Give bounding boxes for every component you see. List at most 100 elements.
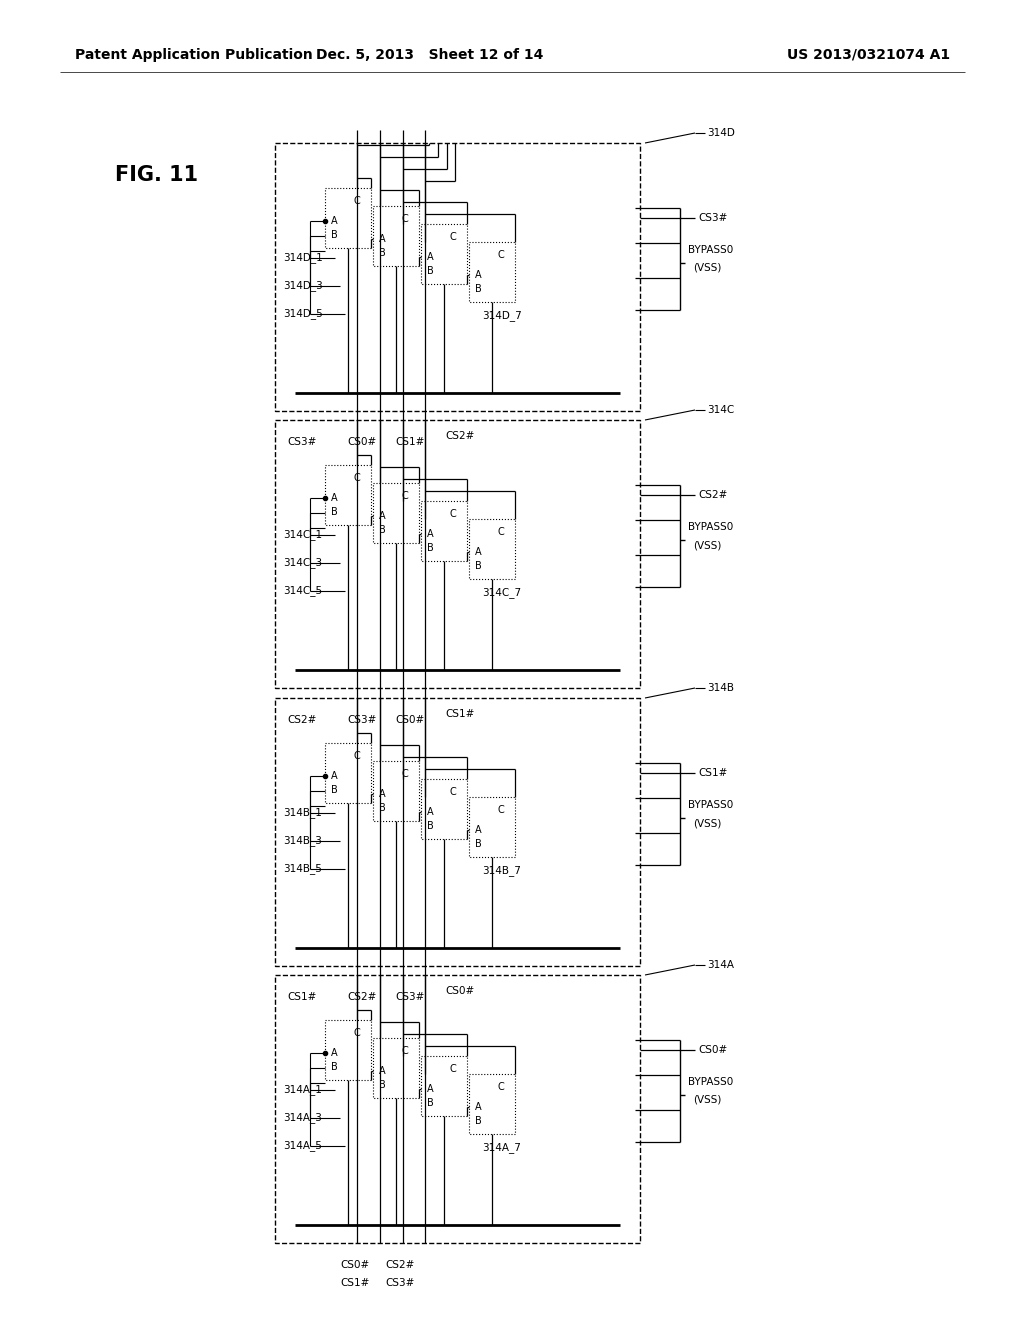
Bar: [325, 465, 371, 525]
Text: CS1#: CS1#: [445, 709, 474, 719]
Text: C: C: [498, 527, 505, 537]
Text: CS2#: CS2#: [385, 1261, 415, 1270]
Text: CS2#: CS2#: [698, 490, 727, 500]
Text: A: A: [474, 271, 481, 280]
Bar: [275, 698, 640, 966]
Text: B: B: [331, 1061, 337, 1072]
Text: BYPASS0: BYPASS0: [688, 521, 733, 532]
Text: 314D_1: 314D_1: [283, 252, 323, 264]
Text: US 2013/0321074 A1: US 2013/0321074 A1: [786, 48, 950, 62]
Text: CS2#: CS2#: [287, 715, 316, 725]
Bar: [469, 1074, 515, 1134]
Bar: [275, 975, 640, 1243]
Text: B: B: [331, 230, 337, 240]
Text: 314A_5: 314A_5: [283, 1140, 322, 1151]
Text: C: C: [354, 751, 360, 762]
Text: 314B_5: 314B_5: [283, 863, 322, 874]
Bar: [373, 483, 419, 543]
Bar: [469, 242, 515, 302]
Text: A: A: [379, 234, 385, 244]
Text: C: C: [354, 197, 360, 206]
Text: C: C: [354, 1028, 360, 1039]
Bar: [373, 1038, 419, 1098]
Text: CS1#: CS1#: [340, 1278, 370, 1288]
Bar: [469, 797, 515, 857]
Text: CS2#: CS2#: [347, 993, 377, 1002]
Text: 314B_7: 314B_7: [482, 866, 521, 876]
Text: B: B: [331, 785, 337, 795]
Bar: [275, 143, 640, 411]
Text: C: C: [498, 1082, 505, 1092]
Text: B: B: [427, 265, 433, 276]
Text: 314C: 314C: [707, 405, 734, 414]
Bar: [325, 187, 371, 248]
Bar: [325, 743, 371, 803]
Text: C: C: [354, 473, 360, 483]
Text: C: C: [450, 787, 457, 797]
Text: (VSS): (VSS): [693, 818, 721, 828]
Text: A: A: [427, 529, 433, 539]
Text: B: B: [474, 1115, 481, 1126]
Text: A: A: [331, 771, 337, 781]
Text: B: B: [427, 543, 433, 553]
Text: 314D_7: 314D_7: [482, 310, 522, 322]
Text: CS1#: CS1#: [698, 768, 727, 777]
Text: C: C: [498, 805, 505, 816]
Text: CS3#: CS3#: [347, 715, 377, 725]
Text: C: C: [402, 214, 409, 224]
Text: BYPASS0: BYPASS0: [688, 246, 733, 255]
Bar: [421, 1056, 467, 1115]
Text: B: B: [474, 838, 481, 849]
Text: A: A: [331, 492, 337, 503]
Text: B: B: [427, 1098, 433, 1107]
Text: 314C_7: 314C_7: [482, 587, 521, 598]
Text: CS0#: CS0#: [347, 437, 376, 447]
Text: A: A: [427, 252, 433, 261]
Bar: [373, 206, 419, 267]
Text: CS3#: CS3#: [287, 437, 316, 447]
Text: A: A: [474, 825, 481, 836]
Text: A: A: [331, 1048, 337, 1059]
Bar: [469, 519, 515, 579]
Text: FIG. 11: FIG. 11: [115, 165, 198, 185]
Text: 314C_1: 314C_1: [283, 529, 323, 540]
Text: BYPASS0: BYPASS0: [688, 1077, 733, 1086]
Text: A: A: [379, 789, 385, 799]
Bar: [421, 779, 467, 840]
Text: CS0#: CS0#: [395, 715, 424, 725]
Bar: [421, 502, 467, 561]
Text: B: B: [474, 284, 481, 294]
Text: BYPASS0: BYPASS0: [688, 800, 733, 810]
Text: A: A: [474, 546, 481, 557]
Text: 314A_7: 314A_7: [482, 1143, 521, 1154]
Text: (VSS): (VSS): [693, 263, 721, 273]
Text: A: A: [427, 1084, 433, 1094]
Text: CS2#: CS2#: [445, 432, 474, 441]
Text: B: B: [331, 507, 337, 517]
Text: CS0#: CS0#: [445, 986, 474, 997]
Bar: [373, 762, 419, 821]
Text: B: B: [379, 803, 385, 813]
Text: C: C: [450, 1064, 457, 1074]
Text: 314B_3: 314B_3: [283, 836, 322, 846]
Text: CS3#: CS3#: [385, 1278, 415, 1288]
Text: 314D_3: 314D_3: [283, 281, 323, 292]
Text: B: B: [379, 248, 385, 257]
Text: B: B: [427, 821, 433, 830]
Text: CS3#: CS3#: [395, 993, 424, 1002]
Text: A: A: [474, 1102, 481, 1111]
Text: CS0#: CS0#: [340, 1261, 370, 1270]
Text: (VSS): (VSS): [693, 540, 721, 550]
Text: C: C: [450, 510, 457, 519]
Text: C: C: [402, 1047, 409, 1056]
Text: B: B: [379, 1080, 385, 1090]
Text: 314B: 314B: [707, 682, 734, 693]
Bar: [325, 1020, 371, 1080]
Text: A: A: [427, 807, 433, 817]
Text: C: C: [450, 232, 457, 242]
Text: A: A: [379, 1067, 385, 1076]
Text: Patent Application Publication: Patent Application Publication: [75, 48, 312, 62]
Text: 314A_3: 314A_3: [283, 1113, 322, 1123]
Text: (VSS): (VSS): [693, 1096, 721, 1105]
Text: B: B: [474, 561, 481, 570]
